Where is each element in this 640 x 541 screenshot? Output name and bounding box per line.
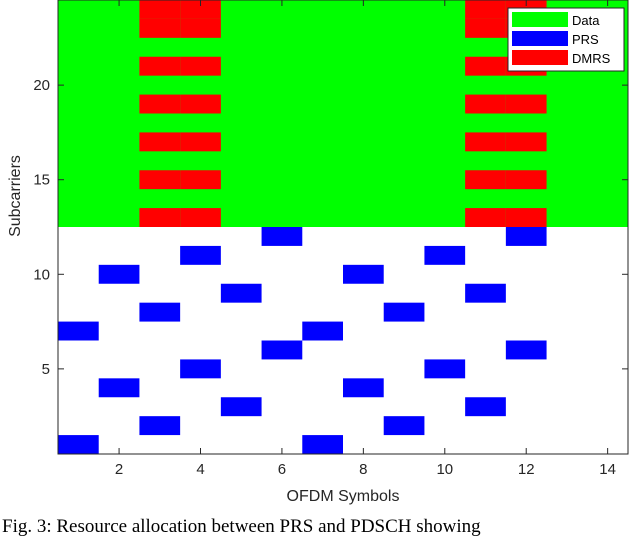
prs-cell <box>98 378 140 398</box>
dmrs-cell <box>139 56 181 76</box>
legend-swatch-prs <box>512 31 568 46</box>
dmrs-cell <box>139 170 181 190</box>
prs-cell <box>383 416 425 436</box>
prs-cell <box>343 378 384 398</box>
y-tick-label: 20 <box>33 77 50 94</box>
legend-label-dmrs: DMRS <box>572 51 611 66</box>
prs-cell <box>383 302 425 322</box>
dmrs-cell <box>139 18 181 38</box>
prs-cell <box>58 435 99 454</box>
prs-cell <box>261 340 303 360</box>
dmrs-cell <box>465 56 506 76</box>
y-tick-label: 5 <box>42 361 50 378</box>
prs-cell <box>505 340 547 360</box>
prs-cell <box>261 227 303 246</box>
dmrs-cell <box>180 56 221 76</box>
dmrs-cell <box>180 170 221 190</box>
dmrs-cell <box>505 94 547 114</box>
dmrs-cell <box>180 18 221 38</box>
dmrs-cell <box>465 0 506 19</box>
legend-swatch-dmrs <box>512 50 568 65</box>
y-tick-label: 15 <box>33 172 50 189</box>
prs-cell <box>139 302 181 322</box>
prs-cell <box>180 359 221 379</box>
x-tick-label: 2 <box>115 461 123 478</box>
legend: Data PRS DMRS <box>507 7 625 72</box>
prs-cell <box>505 227 547 246</box>
dmrs-cell <box>180 0 221 19</box>
prs-cell <box>424 359 466 379</box>
x-axis-label: OFDM Symbols <box>287 488 400 505</box>
x-tick-label: 4 <box>196 461 204 478</box>
legend-label-prs: PRS <box>572 32 599 47</box>
prs-cell <box>180 245 221 265</box>
dmrs-cell <box>505 170 547 190</box>
x-tick-label: 6 <box>278 461 286 478</box>
y-tick-label: 10 <box>33 266 50 283</box>
prs-cell <box>465 397 506 417</box>
x-tick-label: 8 <box>359 461 367 478</box>
prs-cell <box>424 245 466 265</box>
prs-cell <box>220 283 262 303</box>
dmrs-cell <box>505 132 547 152</box>
dmrs-cell <box>465 208 506 227</box>
dmrs-cell <box>180 132 221 152</box>
axes: 2 4 6 8 10 12 14 5 10 15 20 <box>33 0 629 478</box>
prs-cell <box>139 416 181 436</box>
prs-cell <box>302 435 343 454</box>
dmrs-cell <box>180 94 221 114</box>
prs-cell <box>343 264 384 284</box>
dmrs-cell <box>465 94 506 114</box>
y-axis-label: Subcarriers <box>7 155 24 237</box>
dmrs-cell <box>465 170 506 190</box>
prs-cell <box>58 321 99 341</box>
legend-label-data: Data <box>572 13 600 28</box>
dmrs-cell <box>139 132 181 152</box>
prs-cell <box>220 397 262 417</box>
x-tick-label: 10 <box>436 461 453 478</box>
resource-grid-chart: 2 4 6 8 10 12 14 5 10 15 20 OFDM Symbols Subcarrie… <box>7 0 629 505</box>
prs-cell <box>465 283 506 303</box>
dmrs-cell <box>505 208 547 227</box>
dmrs-cell <box>139 94 181 114</box>
dmrs-cell <box>180 208 221 227</box>
x-tick-label: 12 <box>518 461 535 478</box>
dmrs-cell <box>139 0 181 19</box>
axes-box <box>57 0 629 455</box>
figure-caption: Fig. 3: Resource allocation between PRS … <box>2 516 481 537</box>
dmrs-cell <box>465 132 506 152</box>
dmrs-cell <box>139 208 181 227</box>
legend-swatch-data <box>512 12 568 27</box>
x-tick-label: 14 <box>599 461 616 478</box>
dmrs-cell <box>465 18 506 38</box>
prs-cell <box>302 321 343 341</box>
prs-cell <box>98 264 140 284</box>
